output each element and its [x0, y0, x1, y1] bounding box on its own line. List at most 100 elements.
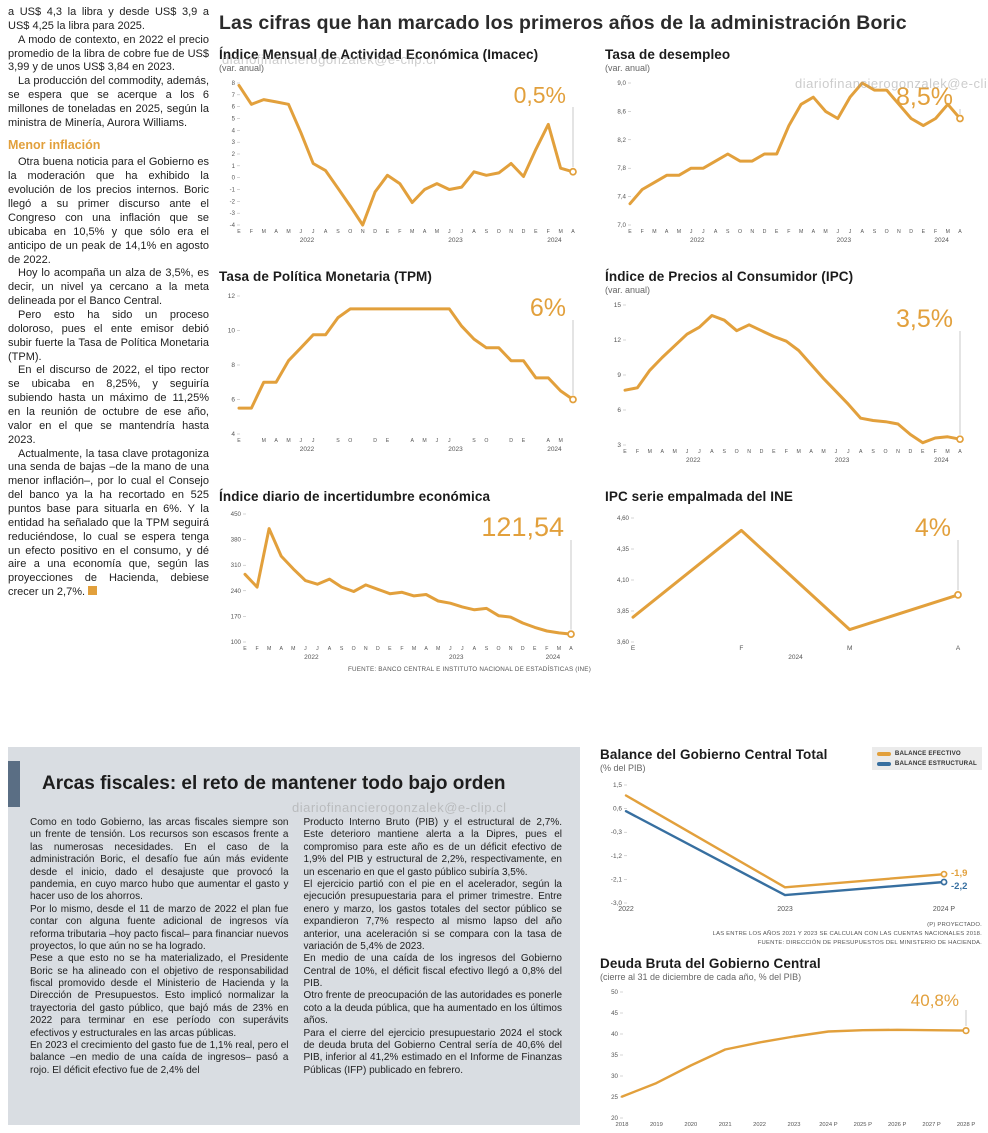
- legend-swatch-efectivo: [876, 751, 891, 756]
- svg-text:S: S: [485, 229, 489, 235]
- fiscal-paragraph: Producto Interno Bruto (PIB) y el estruc…: [303, 817, 563, 878]
- footnote: LAS ENTRE LOS AÑOS 2021 Y 2023 SE CALCUL…: [712, 930, 982, 937]
- svg-text:40,8%: 40,8%: [911, 991, 959, 1010]
- article-paragraph: a US$ 4,3 la libra y desde US$ 3,9 a US$…: [8, 6, 209, 32]
- svg-text:S: S: [726, 229, 730, 235]
- fiscal-paragraph: Por lo mismo, desde el 11 de marzo de 20…: [30, 903, 289, 952]
- svg-text:2024 P: 2024 P: [819, 1122, 838, 1128]
- svg-text:A: A: [958, 449, 962, 455]
- svg-text:O: O: [885, 229, 889, 235]
- svg-text:9: 9: [617, 372, 621, 379]
- svg-text:D: D: [909, 229, 913, 235]
- svg-text:E: E: [386, 438, 390, 444]
- svg-text:10: 10: [228, 328, 236, 335]
- charts-section: Las cifras que han marcado los primeros …: [219, 10, 980, 673]
- fiscal-paragraph: El ejercicio partió con el pie en el ace…: [303, 878, 563, 952]
- desempleo-line-chart: 9,08,68,27,87,47,0E F M A M J J A S O N D E F M A M J J A S O…: [617, 80, 964, 244]
- svg-text:M: M: [422, 438, 426, 444]
- svg-text:M: M: [410, 229, 414, 235]
- svg-text:F: F: [636, 449, 639, 455]
- section-title: Las cifras que han marcado los primeros …: [219, 12, 907, 34]
- svg-text:3: 3: [232, 140, 236, 146]
- svg-text:0,5%: 0,5%: [514, 82, 566, 108]
- svg-text:J: J: [312, 438, 315, 444]
- svg-text:2023: 2023: [448, 446, 463, 453]
- chart-card-deuda: Deuda Bruta del Gobierno Central (cierre…: [600, 956, 982, 1133]
- svg-text:M: M: [648, 449, 652, 455]
- svg-text:2020: 2020: [684, 1122, 697, 1128]
- footnote: FUENTE: DIRECCIÓN DE PRESUPUESTOS DEL MI…: [757, 939, 982, 946]
- article-subheading: Menor inflación: [8, 137, 101, 152]
- svg-text:20: 20: [611, 1115, 618, 1122]
- svg-text:E: E: [921, 449, 925, 455]
- svg-text:J: J: [312, 229, 315, 235]
- svg-text:J: J: [449, 646, 452, 652]
- fiscal-column-1: Como en todo Gobierno, las arcas fiscale…: [30, 817, 289, 1077]
- chart-card-incertidumbre: Índice diario de incertidumbre económica…: [219, 489, 591, 673]
- chart-title: Índice Mensual de Actividad Económica (I…: [219, 47, 539, 62]
- svg-text:0: 0: [232, 176, 236, 182]
- svg-text:A: A: [324, 229, 328, 235]
- chart-card-ipc: Índice de Precios al Consumidor (IPC) (v…: [605, 269, 980, 467]
- balance-title-block: Balance del Gobierno Central Total (% de…: [600, 747, 827, 775]
- chart-subtitle: (cierre al 31 de diciembre de cada año, …: [600, 971, 802, 982]
- svg-text:1: 1: [232, 164, 236, 170]
- svg-text:O: O: [484, 438, 488, 444]
- chart-subtitle: (% del PIB): [600, 763, 646, 773]
- svg-text:O: O: [735, 449, 739, 455]
- svg-text:2023: 2023: [788, 1122, 801, 1128]
- svg-text:2022: 2022: [300, 446, 315, 453]
- svg-text:M: M: [945, 449, 949, 455]
- fiscal-paragraph: Como en todo Gobierno, las arcas fiscale…: [30, 817, 289, 903]
- svg-text:S: S: [871, 449, 875, 455]
- svg-text:M: M: [677, 229, 681, 235]
- svg-text:2022: 2022: [753, 1122, 766, 1128]
- svg-text:M: M: [821, 449, 825, 455]
- svg-text:2: 2: [232, 152, 236, 158]
- svg-text:J: J: [847, 449, 850, 455]
- svg-text:-2,2: -2,2: [951, 881, 967, 892]
- svg-text:S: S: [723, 449, 727, 455]
- svg-text:A: A: [956, 645, 961, 652]
- svg-text:A: A: [958, 229, 962, 235]
- svg-text:A: A: [472, 229, 476, 235]
- svg-text:E: E: [534, 229, 538, 235]
- legend-item-efectivo: BALANCE EFECTIVO: [876, 750, 977, 757]
- svg-text:J: J: [836, 229, 839, 235]
- svg-text:N: N: [896, 449, 900, 455]
- svg-text:M: M: [558, 229, 562, 235]
- chart-title: Tasa de desempleo: [605, 47, 731, 62]
- svg-text:2023: 2023: [835, 457, 850, 464]
- svg-text:D: D: [521, 646, 525, 652]
- svg-text:50: 50: [611, 989, 618, 996]
- svg-text:N: N: [364, 646, 368, 652]
- svg-text:M: M: [286, 438, 290, 444]
- svg-text:S: S: [873, 229, 877, 235]
- chart-card-desempleo: Tasa de desempleo (var. anual) 9,0 8,6 8,2…: [605, 47, 980, 247]
- legend-label: BALANCE ESTRUCTURAL: [894, 760, 977, 767]
- svg-text:A: A: [571, 229, 575, 235]
- svg-text:A: A: [812, 229, 816, 235]
- svg-text:D: D: [373, 229, 377, 235]
- svg-text:100: 100: [231, 639, 242, 646]
- svg-text:M: M: [262, 229, 266, 235]
- svg-text:A: A: [860, 229, 864, 235]
- svg-text:2022: 2022: [304, 654, 319, 661]
- svg-text:E: E: [623, 449, 627, 455]
- svg-text:2021: 2021: [719, 1122, 732, 1128]
- svg-text:6: 6: [231, 397, 235, 404]
- svg-text:F: F: [787, 229, 790, 235]
- svg-text:D: D: [908, 449, 912, 455]
- svg-text:7: 7: [232, 93, 236, 99]
- svg-text:6%: 6%: [530, 294, 566, 322]
- svg-text:E: E: [237, 229, 241, 235]
- svg-text:J: J: [300, 229, 303, 235]
- svg-text:2028 P: 2028 P: [957, 1122, 976, 1128]
- svg-text:3: 3: [617, 442, 621, 449]
- chart-legend: BALANCE EFECTIVO BALANCE ESTRUCTURAL: [871, 747, 982, 770]
- svg-text:J: J: [448, 229, 451, 235]
- svg-text:6: 6: [617, 407, 621, 414]
- svg-text:M: M: [291, 646, 295, 652]
